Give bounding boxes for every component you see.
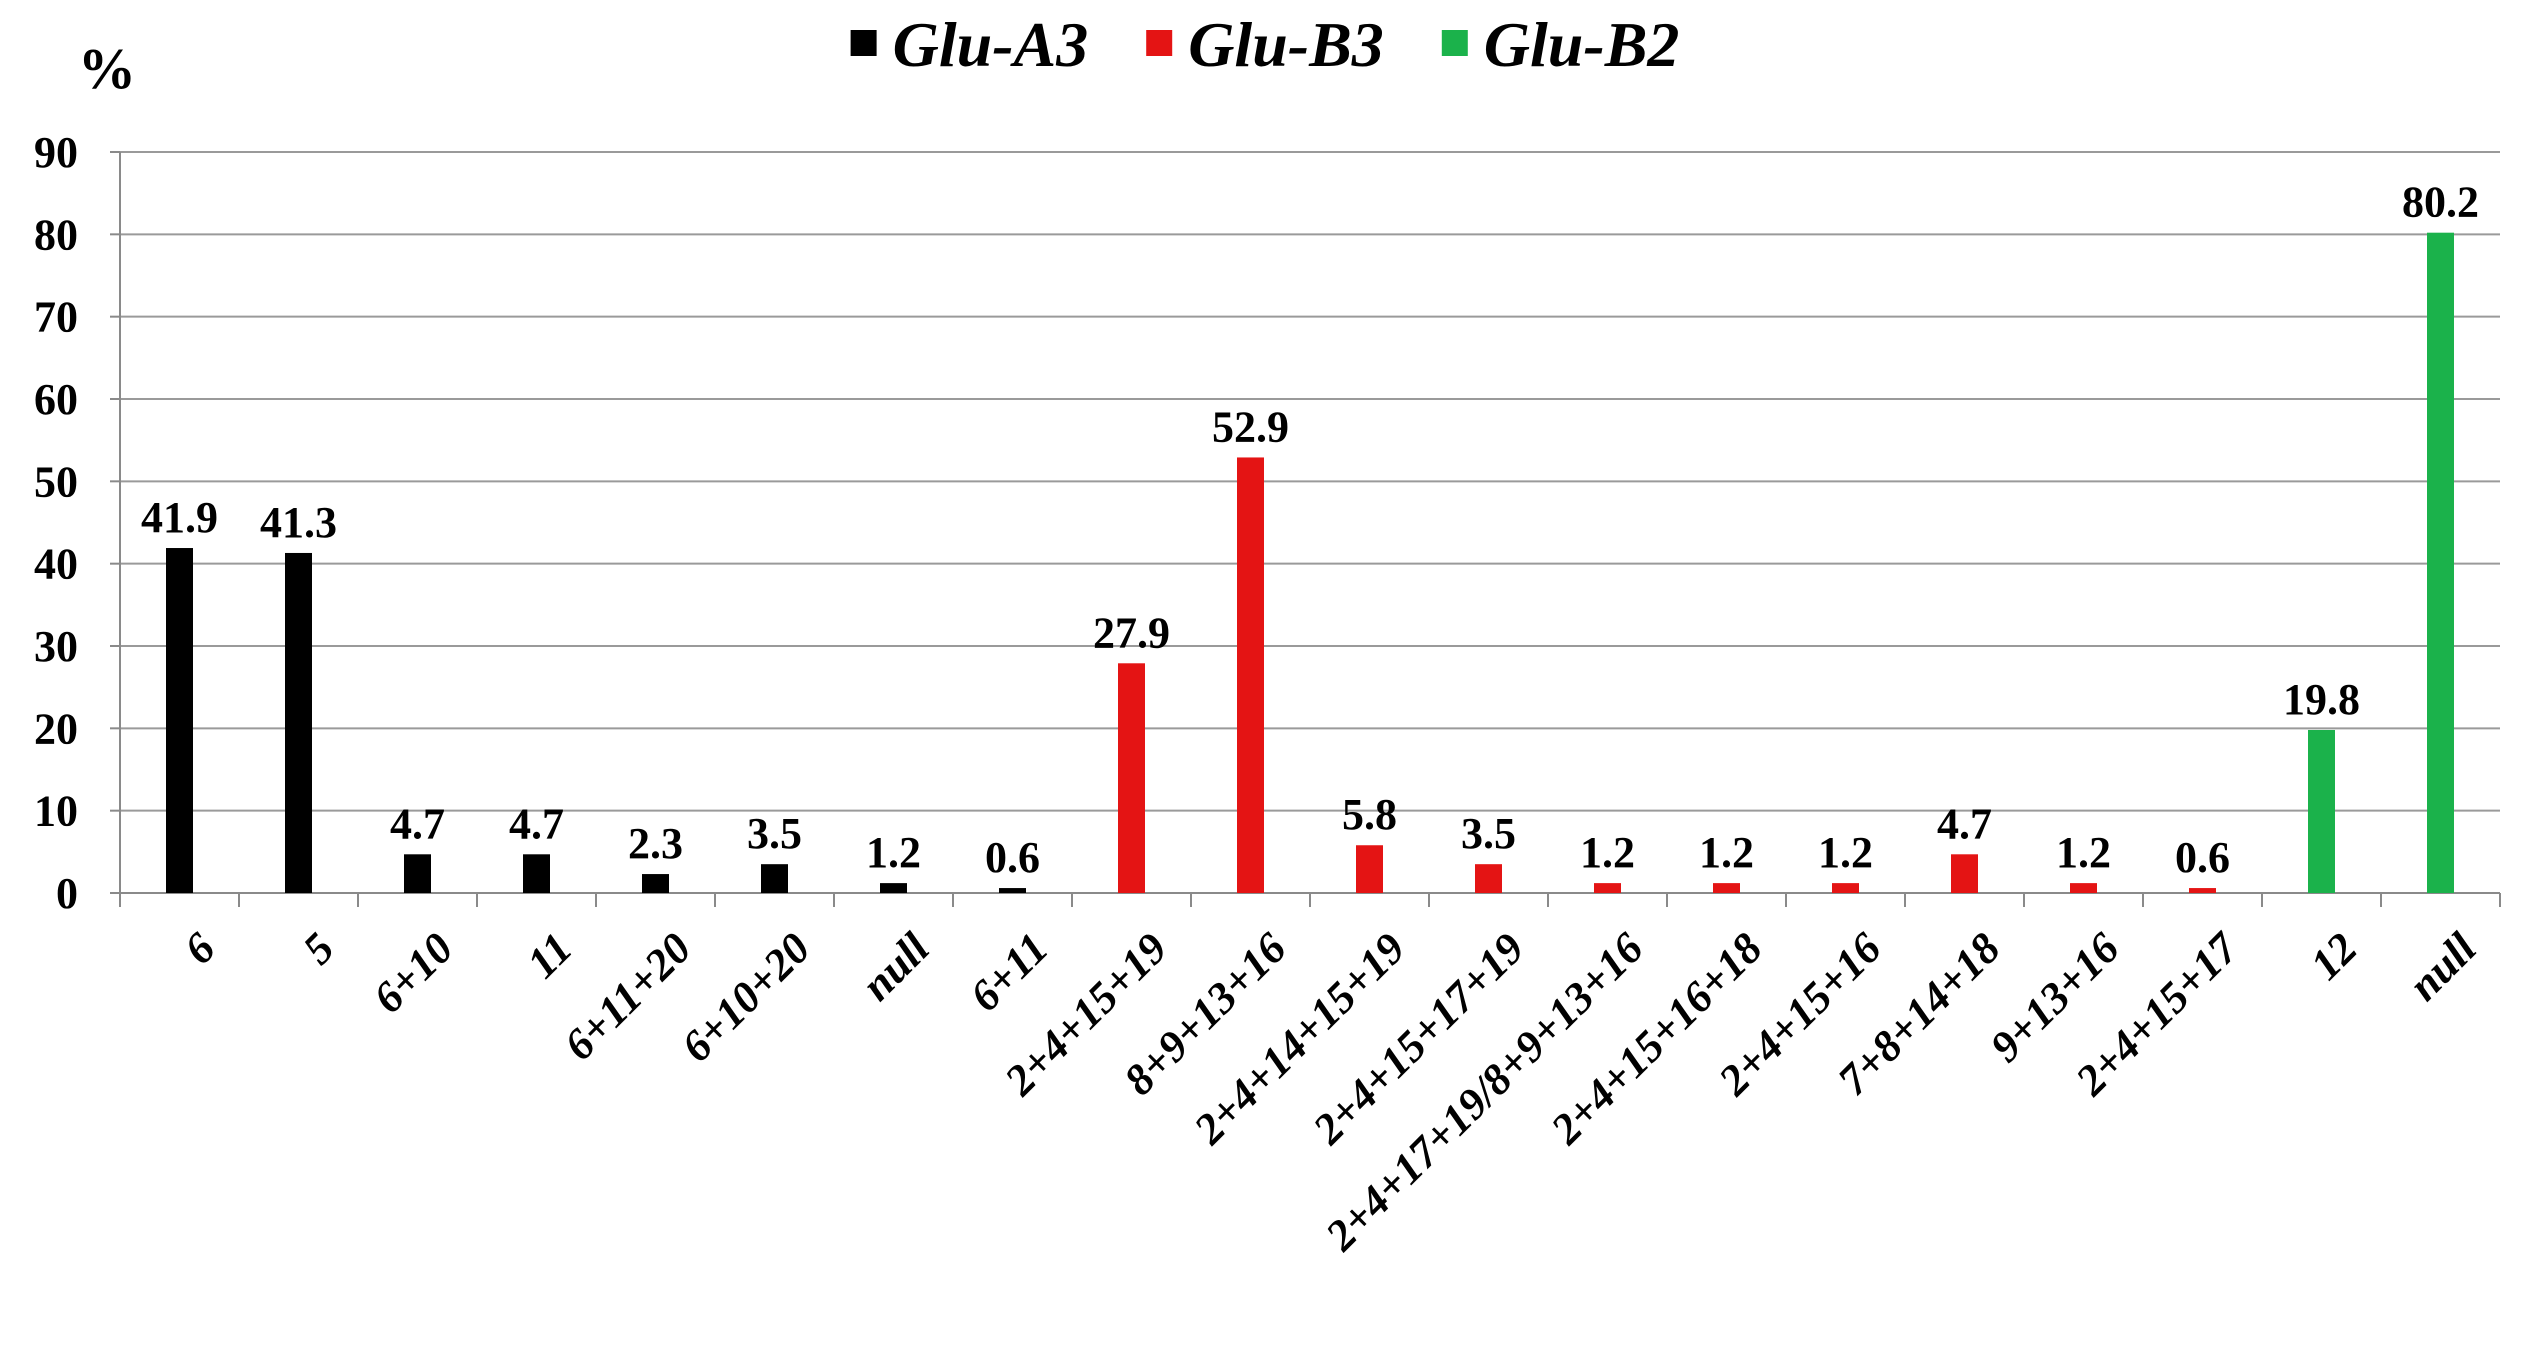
data-label: 2.3 bbox=[628, 819, 683, 868]
bar bbox=[285, 552, 312, 893]
y-tick-label: 20 bbox=[34, 704, 78, 753]
bar bbox=[523, 854, 550, 893]
bar bbox=[1951, 854, 1978, 893]
data-label: 41.9 bbox=[141, 493, 218, 542]
x-tick-label: 6 bbox=[174, 923, 224, 973]
y-tick-label: 80 bbox=[34, 210, 78, 259]
data-label: 3.5 bbox=[1461, 809, 1516, 858]
x-tick-label: null bbox=[852, 923, 939, 1010]
bar bbox=[2427, 232, 2454, 894]
data-label: 0.6 bbox=[2175, 833, 2230, 882]
y-tick-label: 0 bbox=[56, 869, 78, 918]
x-tick-label: 2+4+15+17+19 bbox=[1303, 923, 1534, 1154]
bar bbox=[166, 548, 193, 893]
legend-swatch bbox=[1146, 30, 1173, 56]
gridlines bbox=[120, 151, 2500, 812]
bar bbox=[999, 888, 1026, 893]
bar bbox=[1713, 883, 1740, 893]
legend-label: Glu-B2 bbox=[1484, 9, 1680, 80]
y-tick-label: 40 bbox=[34, 540, 78, 589]
x-tick-label: 2+4+15+16+18 bbox=[1541, 923, 1772, 1154]
bar bbox=[2308, 729, 2335, 893]
data-label: 5.8 bbox=[1342, 790, 1397, 839]
data-label: 1.2 bbox=[866, 828, 921, 877]
x-tick-label: 6+11+20 bbox=[554, 923, 700, 1069]
bar bbox=[404, 854, 431, 893]
data-label: 1.2 bbox=[1699, 828, 1754, 877]
data-labels: 41.9 41.3 4.7 4.7 2.3 3.5 1.2 0.6 27.9 52.9 5.8 3.5… bbox=[141, 178, 2479, 882]
bar bbox=[1118, 663, 1145, 893]
bar bbox=[1832, 883, 1859, 893]
bar bbox=[1475, 864, 1502, 893]
bar bbox=[1356, 845, 1383, 893]
data-label: 41.3 bbox=[260, 498, 337, 547]
data-label: 19.8 bbox=[2283, 675, 2360, 724]
legend-swatch bbox=[1441, 30, 1468, 56]
x-tick-labels: 6 5 6+10 116+11+206+10+20 null 6+112+4+15+198… bbox=[174, 922, 2486, 1260]
x-tick-label: 11 bbox=[518, 923, 582, 987]
data-label: 0.6 bbox=[985, 833, 1040, 882]
y-tick-labels: 0 10 20 30 40 50 60 70 80 90 bbox=[34, 128, 78, 918]
legend-swatch bbox=[850, 30, 877, 56]
x-tick-label: 2+4+14+15+19 bbox=[1184, 923, 1415, 1154]
bar bbox=[642, 874, 669, 893]
legend-item: Glu-A3 bbox=[850, 9, 1089, 80]
data-label: 1.2 bbox=[1580, 828, 1635, 877]
legend: Glu-A3 Glu-B3 Glu-B2 bbox=[850, 9, 1680, 80]
y-axis-unit-label: % bbox=[78, 36, 136, 101]
x-tick-label: null bbox=[2399, 923, 2486, 1010]
y-tick-label: 50 bbox=[34, 457, 78, 506]
data-label: 4.7 bbox=[390, 799, 445, 848]
legend-label: Glu-A3 bbox=[893, 9, 1089, 80]
data-label: 52.9 bbox=[1212, 402, 1289, 451]
data-label: 4.7 bbox=[1937, 799, 1992, 848]
bar bbox=[2070, 883, 2097, 893]
x-tick-label: 6+10+20 bbox=[672, 923, 820, 1071]
x-tick-label: 12 bbox=[2301, 923, 2367, 989]
bar bbox=[880, 883, 907, 893]
legend-item: Glu-B3 bbox=[1146, 9, 1384, 80]
y-tick-label: 60 bbox=[34, 375, 78, 424]
data-label: 80.2 bbox=[2402, 178, 2479, 227]
data-label: 4.7 bbox=[509, 799, 564, 848]
x-tick-label: 5 bbox=[293, 923, 343, 973]
data-label: 1.2 bbox=[2056, 828, 2111, 877]
x-tick-label: 6+10 bbox=[364, 923, 463, 1022]
axes bbox=[110, 151, 2501, 907]
bar bbox=[2189, 888, 2216, 893]
bars bbox=[166, 232, 2454, 894]
bar bbox=[1594, 883, 1621, 893]
y-tick-label: 10 bbox=[34, 787, 78, 836]
y-tick-label: 70 bbox=[34, 293, 78, 342]
data-label: 1.2 bbox=[1818, 828, 1873, 877]
data-label: 3.5 bbox=[747, 809, 802, 858]
bar bbox=[761, 864, 788, 893]
y-tick-label: 30 bbox=[34, 622, 78, 671]
y-tick-label: 90 bbox=[34, 128, 78, 177]
bar bbox=[1237, 457, 1264, 893]
data-label: 27.9 bbox=[1093, 608, 1170, 657]
x-tick-label: 6+11 bbox=[960, 923, 1057, 1020]
legend-item: Glu-B2 bbox=[1441, 9, 1680, 80]
legend-label: Glu-B3 bbox=[1188, 9, 1384, 80]
